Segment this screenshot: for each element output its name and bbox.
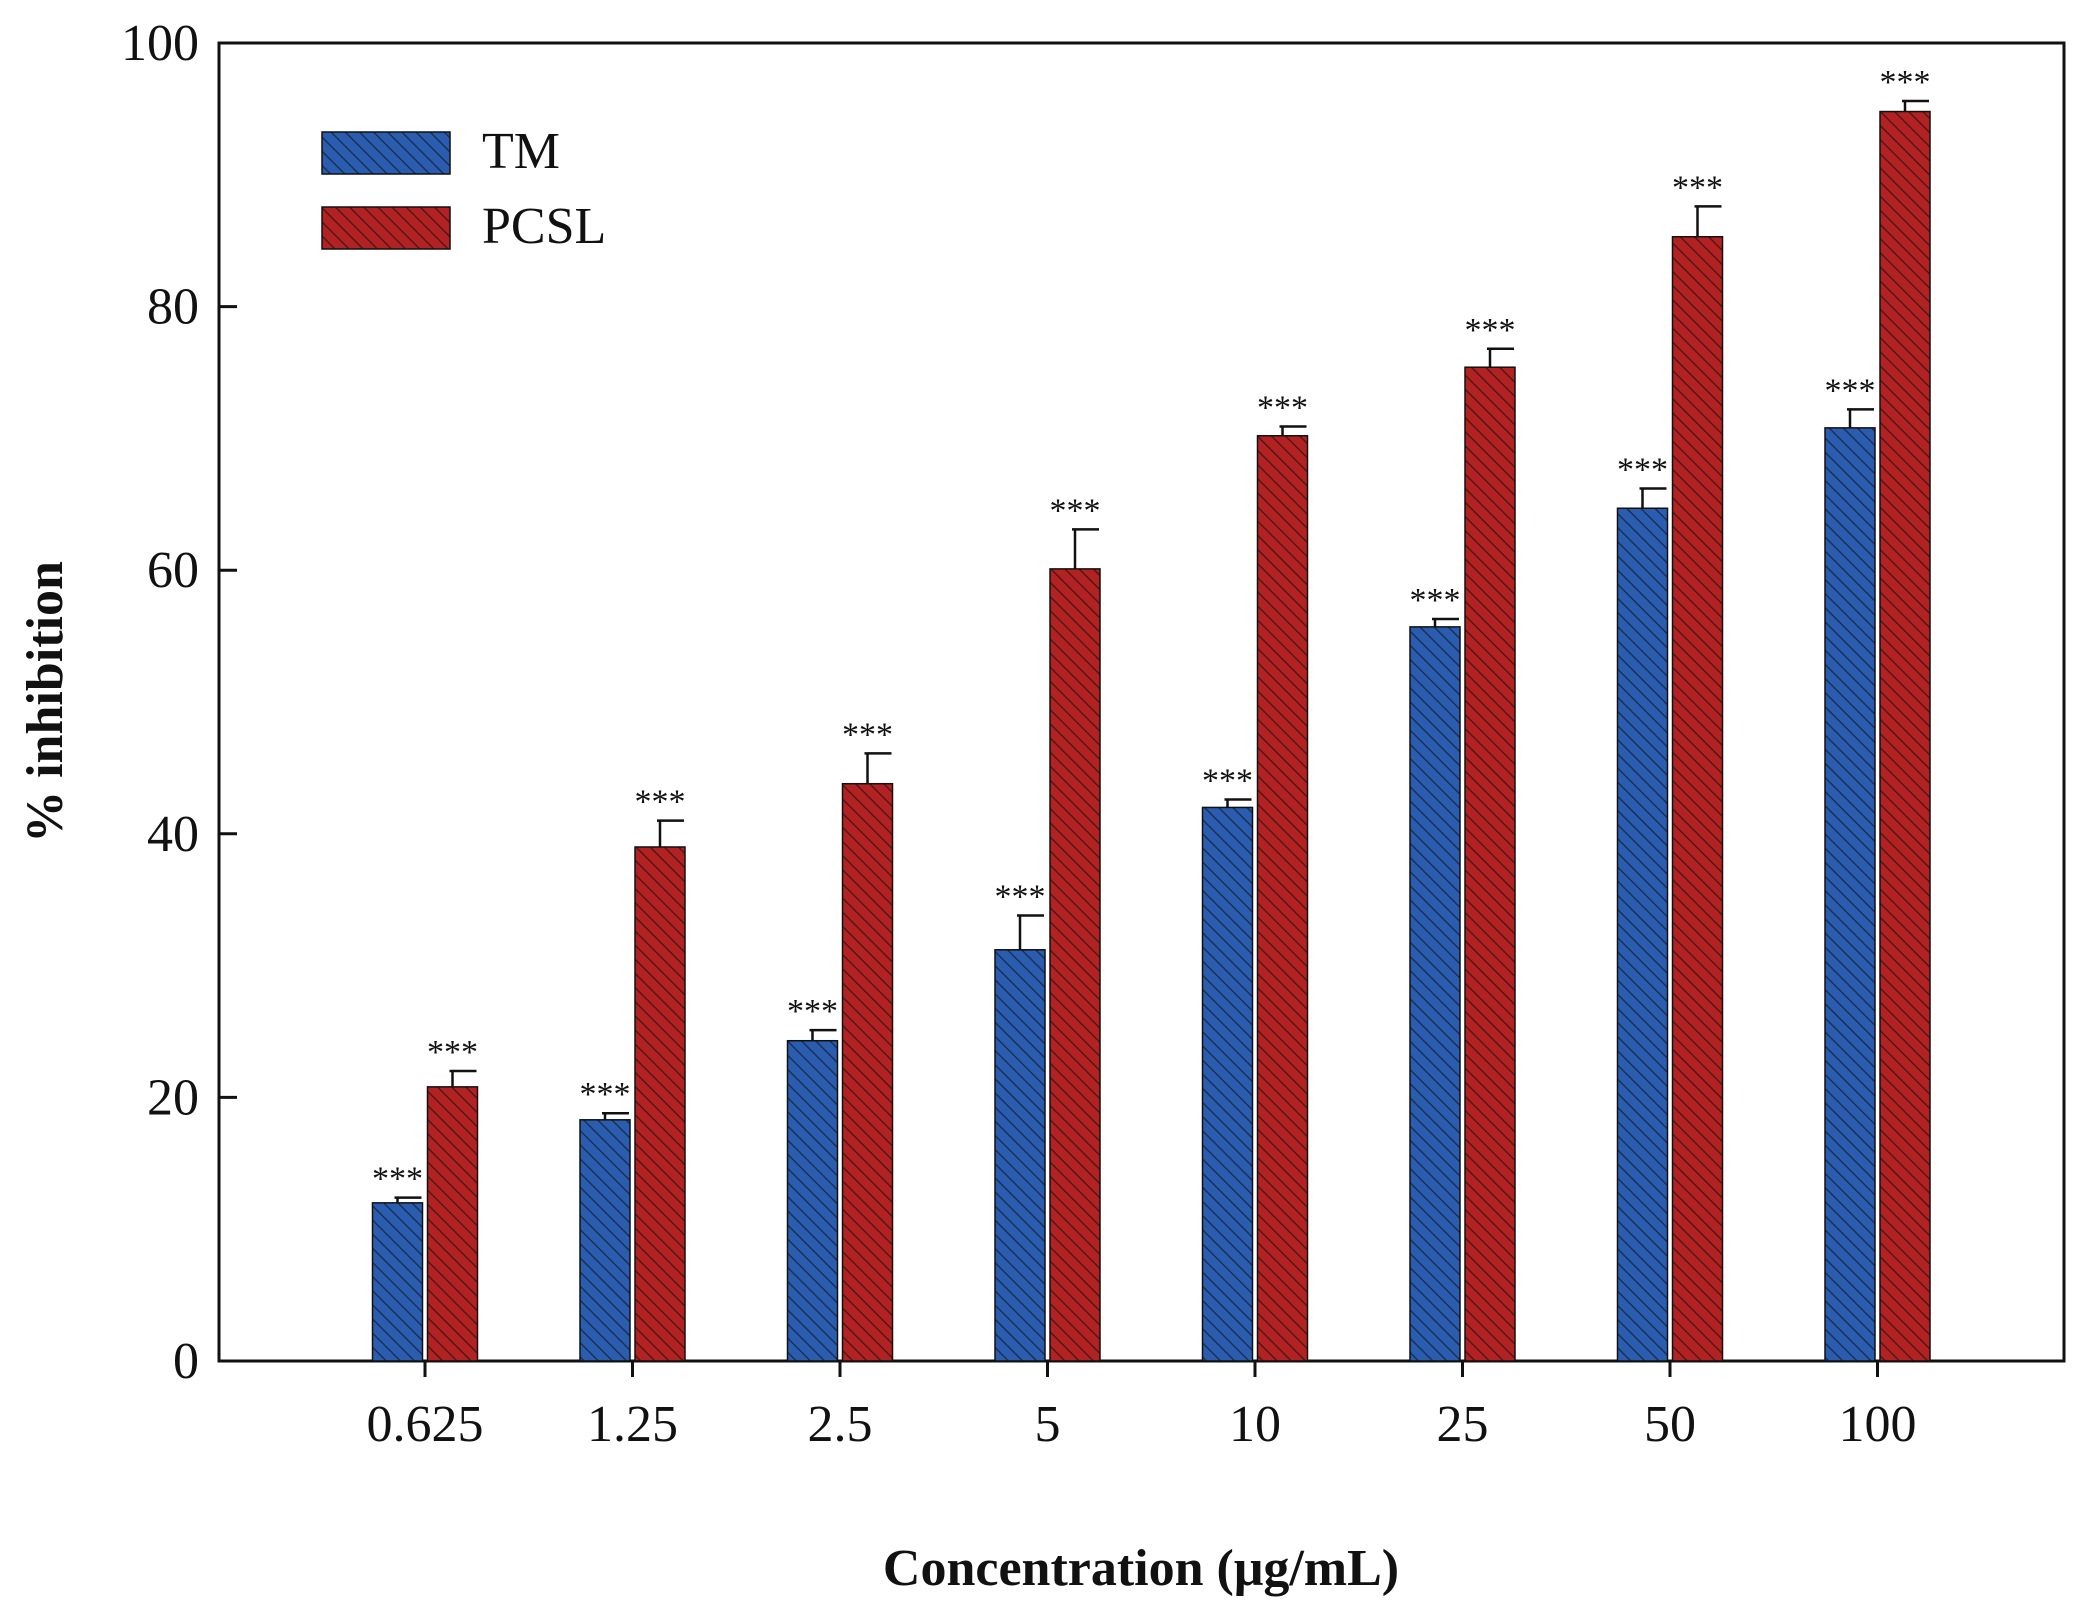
significance-label: *** bbox=[1257, 390, 1308, 427]
x-tick-label: 50 bbox=[1644, 1396, 1696, 1453]
x-tick-label: 2.5 bbox=[808, 1396, 873, 1453]
bar-pcsl bbox=[1256, 435, 1309, 1362]
significance-label: *** bbox=[1202, 763, 1253, 800]
x-tick-label: 0.625 bbox=[367, 1396, 484, 1453]
legend: TM PCSL bbox=[321, 123, 606, 255]
significance-label: *** bbox=[787, 993, 838, 1030]
legend-swatch-tm bbox=[321, 131, 451, 175]
x-axis: 0.625 1.25 2.5 5 10 25 50 100 bbox=[367, 1361, 1917, 1453]
significance-label: *** bbox=[635, 784, 686, 821]
legend-label-tm: TM bbox=[482, 123, 560, 180]
bar-pcsl bbox=[1464, 366, 1516, 1362]
bar-tm bbox=[1616, 507, 1669, 1362]
bar-pcsl bbox=[1049, 568, 1101, 1362]
x-tick-label: 10 bbox=[1229, 1396, 1281, 1453]
x-axis-title: Concentration (μg/mL) bbox=[883, 1540, 1399, 1597]
significance-label: *** bbox=[1825, 372, 1876, 409]
bar-pcsl bbox=[634, 846, 686, 1362]
y-tick-label: 100 bbox=[121, 15, 199, 72]
legend-swatch-pcsl bbox=[321, 206, 451, 250]
bar-tm bbox=[579, 1119, 631, 1362]
bar-pcsl bbox=[841, 782, 894, 1362]
bar-tm bbox=[994, 949, 1046, 1362]
bars-group: *** *** *** *** *** *** *** *** *** *** *** *** *** *… bbox=[371, 64, 1931, 1362]
y-axis-title: % inhibition bbox=[17, 561, 74, 843]
y-tick-label: 0 bbox=[173, 1333, 199, 1390]
y-tick-label: 40 bbox=[147, 806, 199, 863]
bar-pcsl bbox=[1879, 110, 1931, 1362]
significance-label: *** bbox=[1050, 492, 1101, 529]
bar-pcsl bbox=[1671, 235, 1724, 1362]
significance-label: *** bbox=[1880, 64, 1931, 101]
significance-label: *** bbox=[372, 1161, 423, 1198]
y-tick-label: 80 bbox=[147, 279, 199, 336]
significance-label: *** bbox=[1617, 451, 1668, 488]
legend-label-pcsl: PCSL bbox=[482, 198, 606, 255]
y-axis: 0 20 40 60 80 100 bbox=[121, 15, 237, 1390]
x-tick-label: 1.25 bbox=[587, 1396, 678, 1453]
significance-label: *** bbox=[427, 1034, 478, 1071]
y-tick-label: 60 bbox=[147, 542, 199, 599]
bar-tm bbox=[371, 1202, 424, 1362]
y-tick-label: 20 bbox=[147, 1069, 199, 1126]
significance-label: *** bbox=[842, 716, 893, 753]
bar-pcsl bbox=[426, 1086, 479, 1362]
bar-tm bbox=[1824, 427, 1876, 1362]
x-tick-label: 5 bbox=[1035, 1396, 1061, 1453]
significance-label: *** bbox=[1465, 312, 1516, 349]
bar-tm bbox=[1409, 626, 1461, 1362]
significance-label: *** bbox=[1672, 169, 1723, 206]
significance-label: *** bbox=[580, 1076, 631, 1113]
x-tick-label: 25 bbox=[1437, 1396, 1489, 1453]
bar-tm bbox=[786, 1039, 839, 1362]
bar-tm bbox=[1201, 806, 1254, 1362]
significance-label: *** bbox=[1410, 582, 1461, 619]
x-tick-label: 100 bbox=[1839, 1396, 1917, 1453]
plot-frame bbox=[217, 41, 2066, 1363]
significance-label: *** bbox=[995, 879, 1046, 916]
